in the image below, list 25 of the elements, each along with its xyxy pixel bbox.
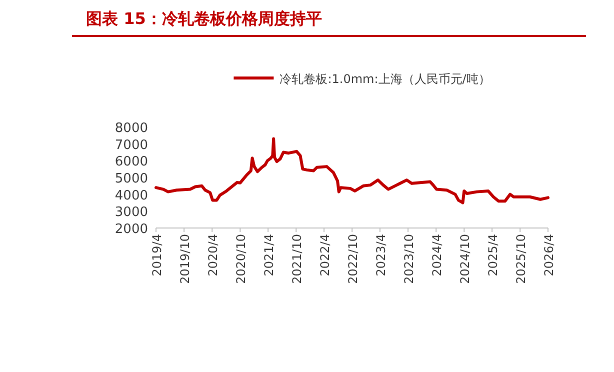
y-tick-label: 3000 [114, 205, 148, 220]
y-tick-label: 4000 [114, 188, 148, 204]
legend-label: 冷轧卷板:1.0mm:上海（人民币元/吨） [280, 72, 490, 86]
x-tick-label: 2021/4 [262, 234, 276, 276]
y-tick-label: 7000 [114, 138, 148, 153]
y-tick-label: 6000 [114, 154, 148, 170]
x-tick-label: 2024/4 [430, 234, 444, 276]
x-tick-label: 2024/10 [458, 234, 472, 284]
chart-title: 图表 15：冷轧卷板价格周度持平 [86, 9, 322, 28]
x-tick-label: 2025/10 [514, 234, 528, 284]
x-tick-label: 2019/4 [150, 234, 164, 276]
x-tick-label: 2026/4 [542, 234, 556, 276]
x-tick-label: 2025/4 [486, 234, 500, 276]
x-tick-label: 2020/10 [234, 234, 248, 284]
x-tick-label: 2020/4 [206, 234, 220, 276]
y-tick-label: 5000 [114, 172, 148, 186]
x-tick-label: 2019/10 [178, 234, 192, 284]
x-tick-label: 2022/4 [318, 234, 332, 276]
x-tick-label: 2023/4 [374, 234, 388, 276]
x-tick-label: 2022/10 [346, 234, 360, 284]
x-tick-label: 2021/10 [290, 234, 304, 284]
line-series [154, 137, 550, 204]
x-tick-label: 2023/10 [402, 234, 416, 284]
y-tick-label: 8000 [114, 121, 148, 136]
y-tick-label: 2000 [114, 222, 148, 237]
